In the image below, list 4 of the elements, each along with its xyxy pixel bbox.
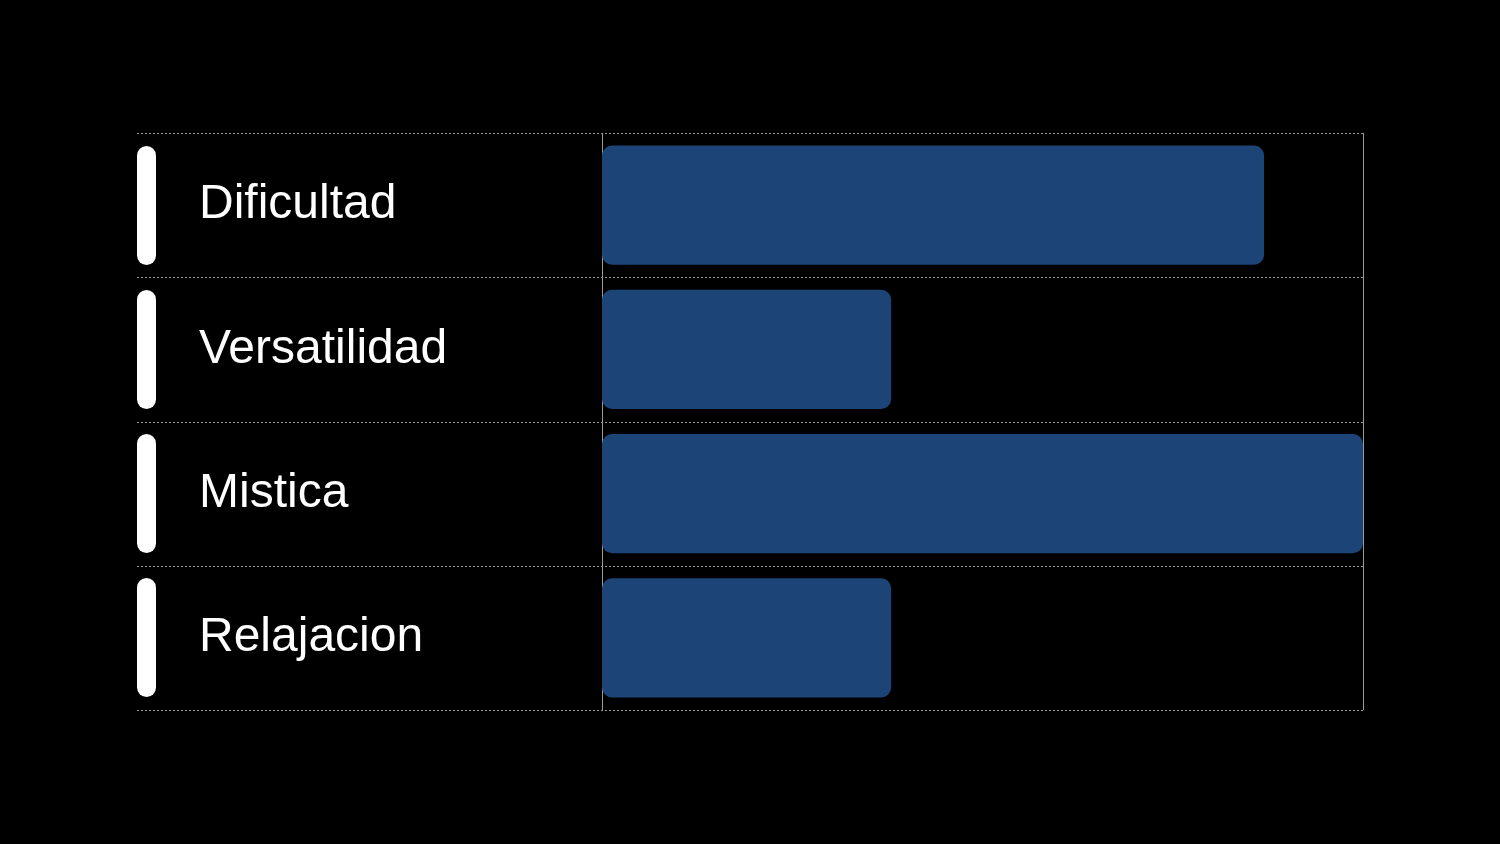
- y-tick-label: Versatilidad: [199, 319, 448, 373]
- y-tick-label: Relajacion: [199, 608, 424, 662]
- y-tick-label: Mistica: [199, 463, 349, 517]
- y-tick-label: Dificultad: [199, 175, 397, 229]
